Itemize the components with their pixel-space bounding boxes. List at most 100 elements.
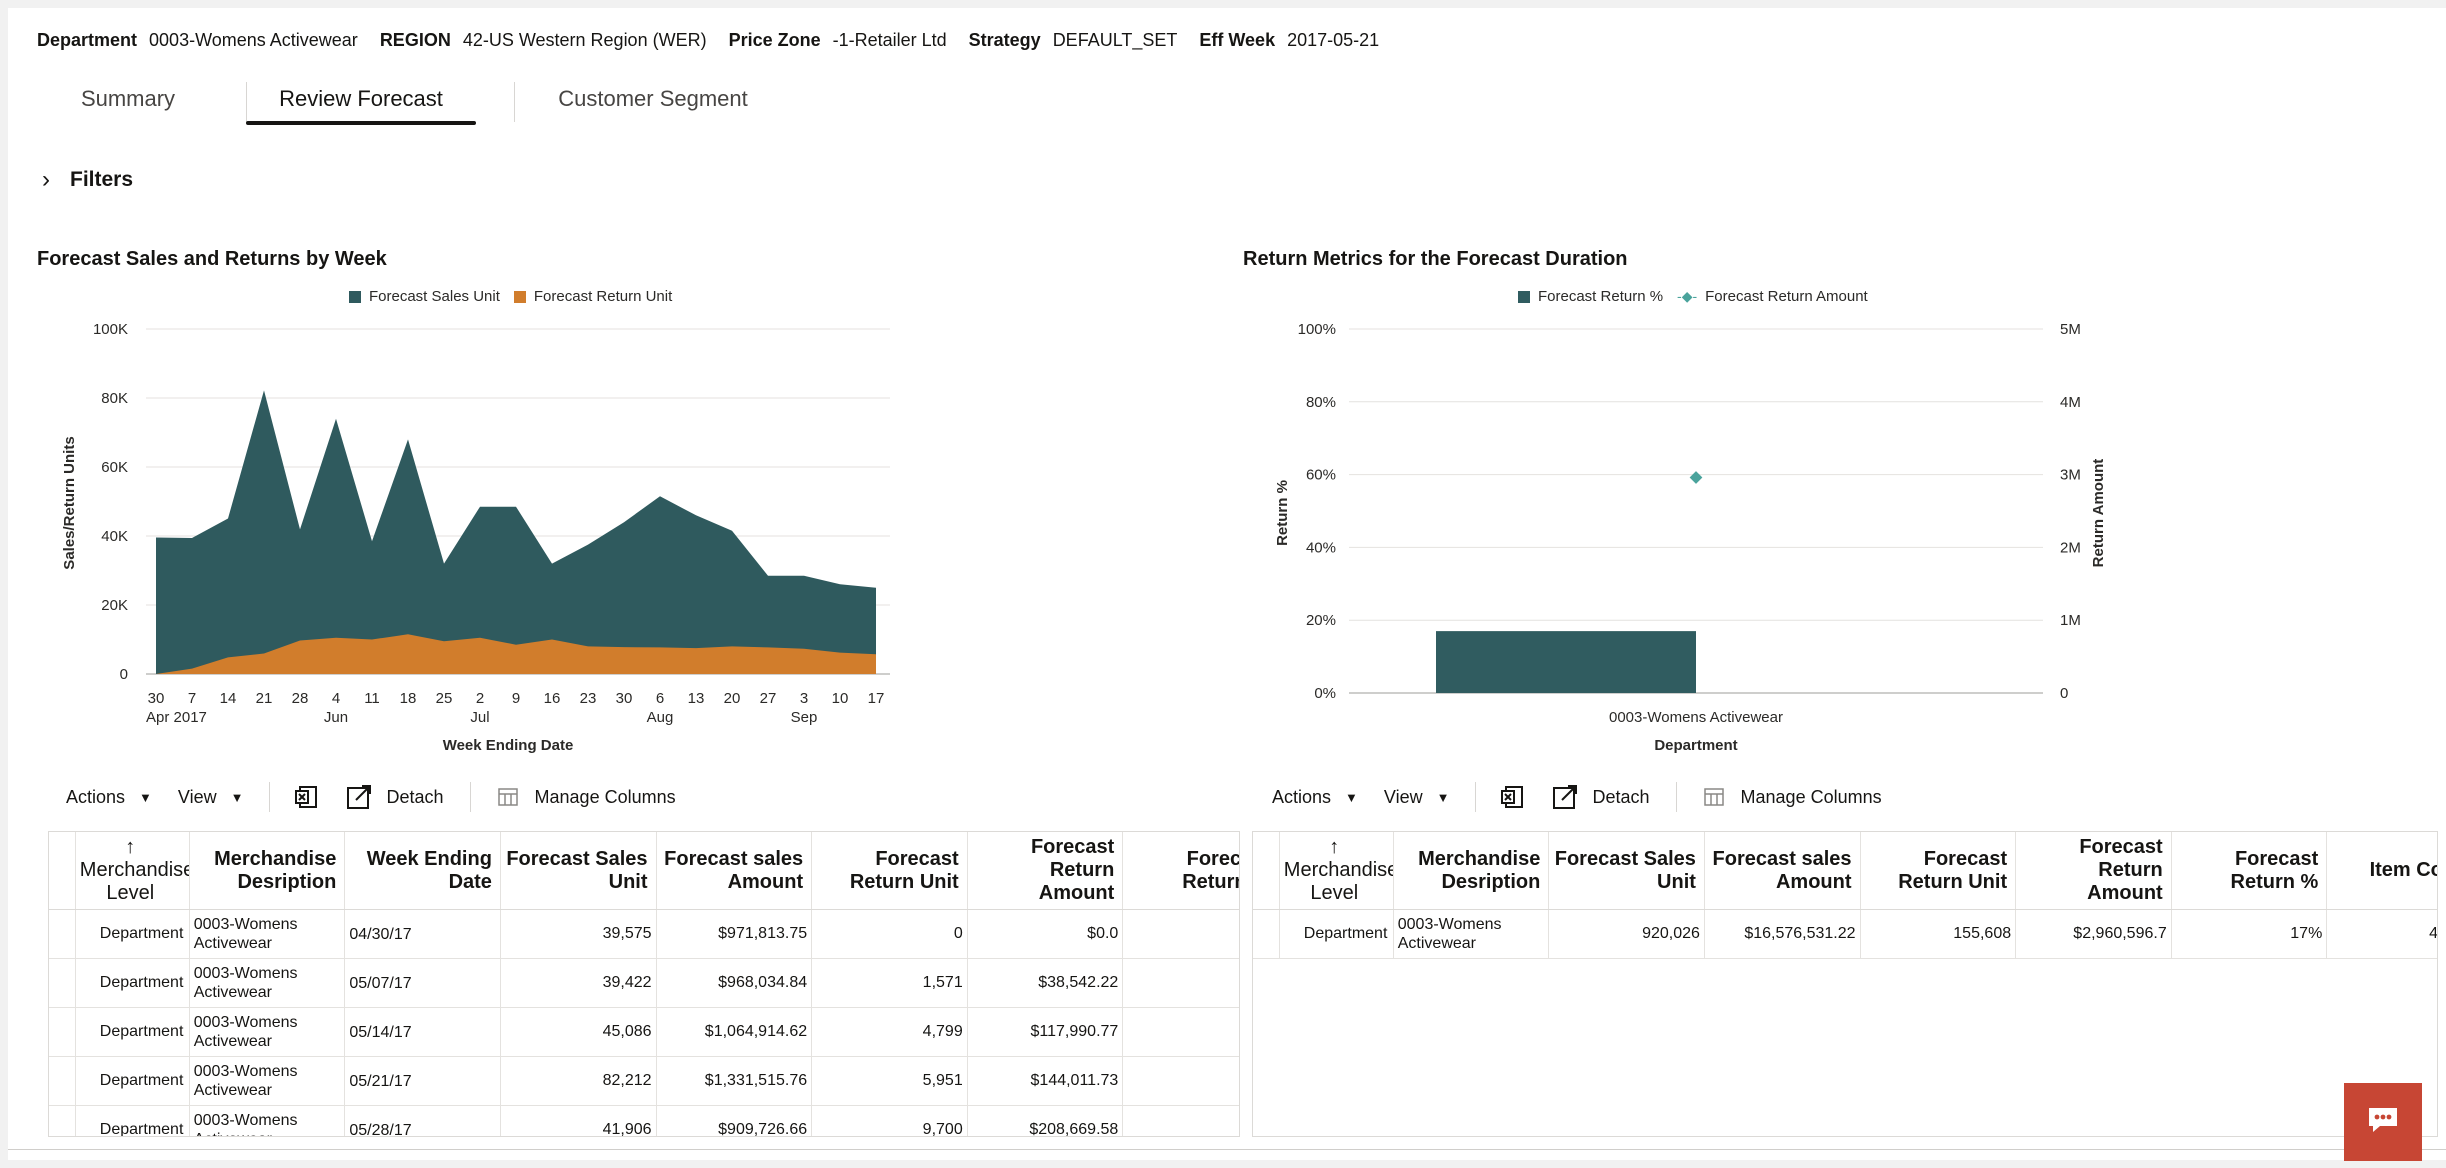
tab-summary[interactable]: Summary (80, 86, 176, 111)
legend-swatch-return-pct (1518, 290, 1530, 303)
column-header-forecast-return-unit[interactable]: Forecast Return Unit (1860, 832, 2017, 910)
sort-ascending-icon: ↑ (125, 836, 136, 858)
table-cell: Department (1279, 909, 1394, 959)
column-header-forecast-return-pct[interactable]: Forecast Return % (2171, 832, 2328, 910)
y-tick-label: 40% (1306, 539, 1336, 556)
manage-columns-button[interactable]: Manage Columns (1701, 784, 1882, 810)
context-eff-week: Eff Week 2017-05-21 (1199, 29, 1380, 50)
x-tick-label: 11 (364, 690, 380, 707)
legend-item-return-pct[interactable]: Forecast Return % (1518, 288, 1663, 305)
x-tick-label: 30 (616, 690, 633, 707)
column-header-merchandise-level[interactable]: ↑ Merchandise Level (75, 832, 190, 910)
y-tick-label: 40K (101, 528, 128, 545)
x-tick-label: 30 (148, 690, 165, 707)
legend-item-returns[interactable]: Forecast Return Unit (513, 288, 672, 305)
x-group-label: Apr 2017 (146, 709, 207, 726)
x-tick-label: 21 (256, 690, 273, 707)
column-header-item-count[interactable]: Item Count (2326, 832, 2437, 910)
table-cell: 05/28/17 (344, 1105, 501, 1136)
table-cell: 0003-Womens Activewear (189, 1007, 346, 1057)
y-tick-label: 60K (101, 459, 128, 476)
table-cell: 0003-Womens Activewear (189, 1105, 346, 1136)
table-row[interactable]: Department 0003-Womens Activewear 920,026 $… (1253, 909, 2437, 959)
column-header-forecast-sales-unit[interactable]: Forecast Sales Unit (500, 832, 657, 910)
column-header-forecast-sales-unit[interactable]: Forecast Sales Unit (1548, 832, 1705, 910)
table-cell: 39,575 (500, 909, 657, 959)
legend-item-return-amount[interactable]: -◆- Forecast Return Amount (1677, 288, 1868, 305)
column-header-merchandise-description[interactable]: Merchandise Desription (1393, 832, 1550, 910)
x-tick-label: 10 (832, 690, 849, 707)
column-header-forecast-return-unit[interactable]: Forecast Return Unit (811, 832, 968, 910)
table-row[interactable]: Department 0003-Womens Activewear 05/07/17… (49, 958, 1239, 1008)
bar-chart: 0% 0 20% 1M 40% 2M 60% 3M 80% 4M 100% 5M 0003-Womens… (1274, 321, 2107, 754)
detach-button[interactable]: Detach (1552, 784, 1650, 810)
excel-export-icon (1500, 784, 1526, 810)
y2-tick-label: 4M (2060, 394, 2081, 411)
table-cell: 45,086 (500, 1007, 657, 1057)
x-axis-title: Week Ending Date (443, 737, 574, 754)
caret-down-icon: ▼ (1436, 789, 1450, 805)
table-cell: $16,576,531.22 (1704, 909, 1861, 959)
area-chart: 0 20K 40K 60K 80K 100K 30 7 14 21 28 4 11 18 25 2 9 16 23 3… (61, 321, 890, 754)
column-header-forecast-return-amount[interactable]: Forecast Return Amount (967, 832, 1124, 910)
filters-toggle[interactable]: › Filters (42, 166, 133, 194)
x-tick-label: 16 (544, 690, 561, 707)
tab-review-forecast[interactable]: Review Forecast (279, 86, 443, 111)
context-region: REGION 42-US Western Region (WER) (379, 29, 707, 50)
column-header-forecast-return-amount[interactable]: Forecast Return Amount (2015, 832, 2172, 910)
tab-divider (246, 82, 247, 122)
detach-icon (1552, 784, 1578, 810)
table-cell: 05/07/17 (344, 958, 501, 1008)
page-bottom-divider (8, 1149, 2446, 1150)
detach-button[interactable]: Detach (346, 784, 444, 810)
view-menu-button[interactable]: View ▼ (1383, 786, 1450, 807)
forecast-by-week-table: ↑ Merchandise Level Merchandise Desripti… (48, 831, 1240, 1137)
export-excel-button[interactable] (294, 784, 320, 810)
sort-ascending-icon: ↑ (1329, 836, 1340, 858)
table-row[interactable]: Department 0003-Womens Activewear 05/14/17… (49, 1007, 1239, 1057)
chart-title-return-metrics: Return Metrics for the Forecast Duration (1243, 248, 1628, 270)
row-selector-header (49, 832, 76, 910)
chat-button[interactable] (2344, 1083, 2422, 1161)
legend-item-sales[interactable]: Forecast Sales Unit (349, 288, 500, 305)
export-excel-button[interactable] (1500, 784, 1526, 810)
row-selector-cell (49, 1007, 76, 1057)
x-tick-label: 6 (656, 690, 664, 707)
x-group-label: Jul (470, 709, 489, 726)
context-strategy: Strategy DEFAULT_SET (968, 29, 1178, 50)
tab-divider (514, 82, 515, 122)
table-row[interactable]: Department 0003-Womens Activewear 04/30/17… (49, 909, 1239, 959)
column-header-forecast-sales-amount[interactable]: Forecast sales Amount (656, 832, 813, 910)
y-tick-label: 80% (1306, 394, 1336, 411)
x-tick-label: 14 (220, 690, 237, 707)
column-header-week-ending-date[interactable]: Week Ending Date (344, 832, 501, 910)
y2-tick-label: 1M (2060, 612, 2081, 629)
context-price-zone: Price Zone -1-Retailer Ltd (728, 29, 947, 50)
y-tick-label: 0% (1314, 685, 1336, 702)
table-cell: Department (75, 958, 190, 1008)
table-cell: 23% (1122, 1105, 1239, 1136)
actions-menu-button[interactable]: Actions ▼ (1272, 786, 1358, 807)
toolbar-divider (269, 782, 271, 812)
table-cell: 0% (1122, 909, 1239, 959)
actions-menu-button[interactable]: Actions ▼ (66, 786, 152, 807)
tab-customer-segment[interactable]: Customer Segment (558, 86, 748, 111)
column-header-merchandise-level[interactable]: ↑ Merchandise Level (1279, 832, 1394, 910)
view-menu-button[interactable]: View ▼ (177, 786, 244, 807)
y-tick-label: 0 (120, 666, 128, 683)
manage-columns-button[interactable]: Manage Columns (495, 784, 676, 810)
table-cell: $1,331,515.76 (656, 1056, 813, 1106)
chart-legend-return-metrics: Forecast Return % -◆- Forecast Return Amo… (1518, 288, 1882, 305)
y2-tick-label: 3M (2060, 467, 2081, 484)
table-cell: 5,951 (811, 1056, 968, 1106)
column-header-forecast-return-pct[interactable]: Forecast Return % (1122, 832, 1239, 910)
x-tick-label: 18 (400, 690, 417, 707)
x-tick-label: 13 (688, 690, 705, 707)
table-cell: 920,026 (1548, 909, 1705, 959)
x-group-label: Aug (647, 709, 674, 726)
column-header-merchandise-description[interactable]: Merchandise Desription (189, 832, 346, 910)
table-row[interactable]: Department 0003-Womens Activewear 05/21/17… (49, 1056, 1239, 1106)
table-cell: 155,608 (1860, 909, 2017, 959)
column-header-forecast-sales-amount[interactable]: Forecast sales Amount (1704, 832, 1861, 910)
